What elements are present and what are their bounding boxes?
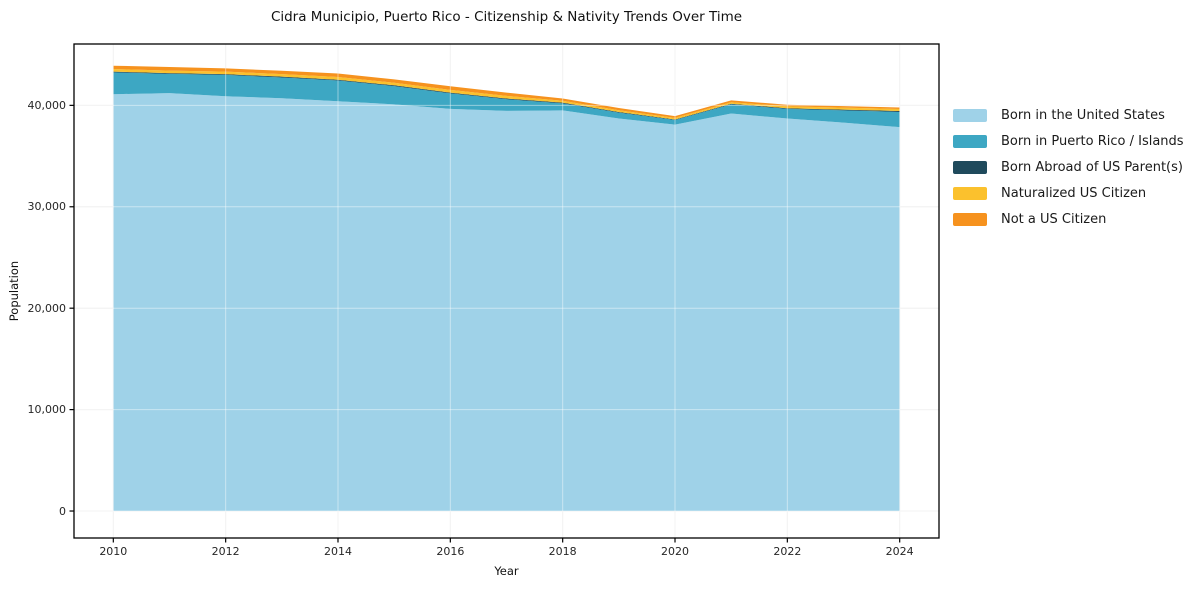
- legend-item: Born in the United States: [953, 102, 1184, 128]
- legend-swatch: [953, 134, 987, 148]
- x-axis-label: Year: [494, 564, 519, 578]
- x-tick-label: 2020: [661, 545, 689, 558]
- y-tick-label: 10,000: [27, 403, 67, 417]
- x-tick-label: 2014: [323, 545, 352, 558]
- legend-swatch: [953, 212, 987, 226]
- x-tick-label: 2018: [548, 545, 577, 558]
- legend-label: Born Abroad of US Parent(s): [1001, 159, 1183, 175]
- x-tick-label: 2010: [99, 545, 128, 558]
- y-tick-label: 20,000: [27, 301, 67, 315]
- legend-item: Not a US Citizen: [953, 206, 1184, 232]
- x-tick-label: 2016: [436, 545, 465, 558]
- y-tick-label: 40,000: [27, 98, 67, 112]
- legend-swatch: [953, 108, 987, 122]
- plot-border: [73, 43, 940, 539]
- legend-item: Born Abroad of US Parent(s): [953, 154, 1184, 180]
- legend: Born in the United States Born in Puerto …: [953, 102, 1184, 232]
- legend-label: Born in Puerto Rico / Islands: [1001, 133, 1184, 149]
- area-series-5: [113, 65, 900, 118]
- legend-item: Naturalized US Citizen: [953, 180, 1184, 206]
- legend-item: Born in Puerto Rico / Islands: [953, 128, 1184, 154]
- y-tick-label: 30,000: [27, 200, 67, 214]
- area-series-2: [113, 72, 900, 128]
- x-tick-label: 2012: [211, 545, 240, 558]
- x-tick-label: 2022: [773, 545, 802, 558]
- legend-swatch: [953, 160, 987, 174]
- area-series-1: [113, 93, 900, 512]
- chart-title: Cidra Municipio, Puerto Rico - Citizensh…: [270, 9, 743, 25]
- legend-label: Not a US Citizen: [1001, 211, 1107, 227]
- legend-label: Naturalized US Citizen: [1001, 185, 1147, 201]
- x-tick-label: 2024: [885, 545, 914, 558]
- legend-label: Born in the United States: [1001, 107, 1165, 123]
- y-tick-label: 0: [59, 504, 66, 518]
- legend-swatch: [953, 186, 987, 200]
